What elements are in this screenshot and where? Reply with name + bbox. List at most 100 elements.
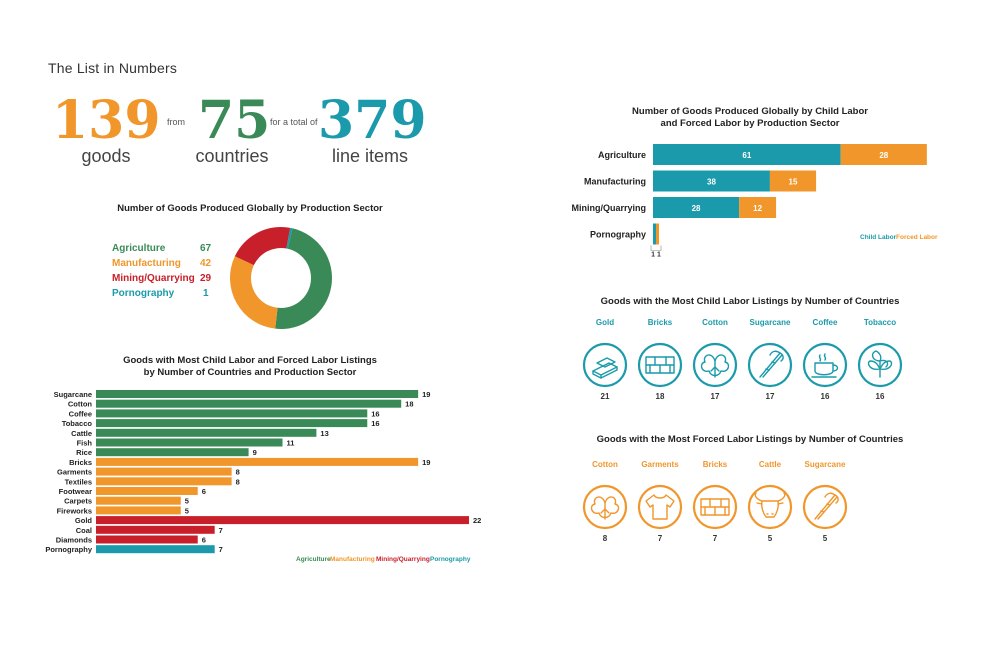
labor-bar-child bbox=[653, 223, 656, 245]
labor-bar-child-value: 38 bbox=[707, 178, 716, 187]
gold-bars-icon bbox=[582, 342, 628, 388]
goods-bar bbox=[96, 467, 232, 476]
goods-bar-label: Gold bbox=[75, 516, 92, 525]
goods-legend-item: Manufacturing bbox=[330, 556, 375, 563]
goods-bar bbox=[96, 516, 469, 525]
goods-bar-label: Carpets bbox=[64, 497, 92, 506]
icon-label: Cattle bbox=[758, 460, 782, 469]
bricks-icon bbox=[692, 484, 738, 530]
garment-icon bbox=[637, 484, 683, 530]
goods-bar-value: 7 bbox=[219, 526, 223, 535]
icon-label: Bricks bbox=[702, 460, 728, 469]
icon-circle bbox=[747, 484, 793, 530]
goods-chart-title: Goods with Most Child Labor and Forced L… bbox=[100, 355, 400, 379]
goods-bar-label: Fish bbox=[77, 439, 93, 448]
legend-value: 29 bbox=[200, 273, 212, 284]
goods-bar-value: 11 bbox=[287, 439, 295, 448]
legend-manufacturing: Manufacturing 42 bbox=[112, 258, 222, 273]
goods-count: 139 bbox=[52, 90, 161, 151]
goods-bar bbox=[96, 457, 419, 466]
sector-chart-title: Number of Goods Produced Globally by Pro… bbox=[117, 203, 383, 214]
goods-legend-item: Agriculture bbox=[296, 556, 331, 563]
goods-bar bbox=[96, 487, 198, 495]
goods-chart-title-line1: Goods with Most Child Labor and Forced L… bbox=[123, 355, 377, 366]
legend-value: 67 bbox=[200, 243, 212, 254]
labor-bar-child bbox=[653, 170, 770, 192]
icon-glyph bbox=[645, 494, 675, 520]
labor-bar-forced bbox=[769, 170, 817, 192]
goods-bar-label: Coal bbox=[76, 526, 92, 535]
goods-bar-value: 22 bbox=[473, 516, 481, 525]
bricks-icon bbox=[637, 342, 683, 388]
goods-bar bbox=[96, 448, 249, 457]
labor-bar-child bbox=[653, 197, 740, 218]
icon-value: 5 bbox=[822, 534, 828, 543]
icon-glyph bbox=[590, 496, 620, 520]
goods-bar-value: 8 bbox=[236, 468, 240, 477]
goods-bar-value: 9 bbox=[253, 448, 257, 457]
icon-glyph bbox=[592, 357, 618, 379]
from-label: from bbox=[167, 117, 185, 127]
goods-bar bbox=[96, 535, 198, 544]
goods-bar bbox=[96, 390, 419, 398]
legend-pornography: Pornography 1 bbox=[112, 288, 222, 303]
goods-bar bbox=[96, 496, 181, 505]
goods-bar-value: 5 bbox=[185, 497, 189, 506]
icon-label: Tobacco bbox=[863, 318, 897, 327]
goods-bar-value: 16 bbox=[371, 419, 379, 428]
child-icons-row: Gold 21 Bricks 18 Cotton 17 Sugarcane 17 Coffee 1… bbox=[574, 318, 924, 408]
icon-label: Cotton bbox=[592, 460, 618, 469]
icon-glyph bbox=[811, 353, 839, 378]
legend-label: Mining/Quarrying bbox=[112, 273, 195, 284]
labor-legend-forced: Forced Labor bbox=[896, 234, 938, 241]
goods-bar bbox=[96, 419, 368, 428]
labor-bar-child-value: 61 bbox=[742, 151, 751, 160]
goods-bar-label: Tobacco bbox=[62, 419, 93, 428]
labor-bar-forced bbox=[840, 144, 927, 165]
cotton-icon bbox=[582, 484, 628, 530]
countries-label: countries bbox=[195, 146, 269, 166]
donut-slice-manufacturing bbox=[229, 256, 278, 329]
line-items-count: 379 bbox=[318, 90, 427, 151]
goods-bar-chart: Sugarcane 19 Cotton 18 Coffee 16 Tobacco 16 Catt… bbox=[45, 390, 481, 563]
icon-value: 7 bbox=[657, 534, 663, 543]
icon-circle bbox=[802, 342, 848, 388]
icon-glyph bbox=[814, 492, 839, 520]
legend-label: Manufacturing bbox=[112, 258, 181, 269]
goods-bar-value: 6 bbox=[202, 536, 206, 545]
goods-bar-value: 19 bbox=[422, 390, 430, 399]
labor-porn-values: 1 1 bbox=[651, 252, 661, 259]
goods-bar-label: Garments bbox=[57, 468, 92, 477]
goods-bar bbox=[96, 477, 232, 486]
labor-bar-label: Manufacturing bbox=[584, 177, 646, 187]
icon-label: Cotton bbox=[702, 318, 728, 327]
labor-stacked-bar-chart: Agriculture 61 28 Manufacturing 38 15 Mining/Q… bbox=[571, 144, 938, 259]
icon-value: 21 bbox=[600, 392, 610, 401]
goods-chart-title-line2: by Number of Countries and Production Se… bbox=[143, 367, 357, 378]
goods-bar-value: 5 bbox=[185, 506, 189, 515]
icon-glyph bbox=[867, 350, 893, 378]
labor-chart-title-line2: and Forced Labor by Production Sector bbox=[660, 118, 840, 129]
goods-bar-value: 7 bbox=[219, 545, 223, 554]
labor-porn-bracket bbox=[650, 245, 662, 251]
goods-bar bbox=[96, 545, 215, 554]
legend-label: Pornography bbox=[112, 288, 175, 299]
goods-bar bbox=[96, 438, 283, 447]
goods-bar-value: 8 bbox=[236, 477, 240, 486]
goods-bar-value: 18 bbox=[405, 400, 413, 409]
icon-label: Sugarcane bbox=[804, 460, 846, 469]
labor-bar-forced bbox=[739, 197, 777, 218]
goods-bar bbox=[96, 525, 215, 534]
icon-glyph bbox=[700, 354, 730, 378]
labor-bar-forced bbox=[656, 223, 659, 245]
goods-legend-item: Mining/Quarrying bbox=[376, 556, 430, 563]
total-label: for a total of bbox=[270, 117, 318, 127]
goods-bar-value: 6 bbox=[202, 487, 206, 496]
forced-icons-title: Goods with the Most Forced Labor Listing… bbox=[596, 434, 904, 445]
cotton-icon bbox=[692, 342, 738, 388]
icon-glyph bbox=[645, 356, 675, 374]
labor-bar-label: Agriculture bbox=[598, 150, 646, 160]
child-icons-title: Goods with the Most Child Labor Listings… bbox=[600, 296, 900, 307]
legend-agriculture: Agriculture 67 bbox=[112, 243, 222, 258]
goods-bar bbox=[96, 409, 368, 418]
